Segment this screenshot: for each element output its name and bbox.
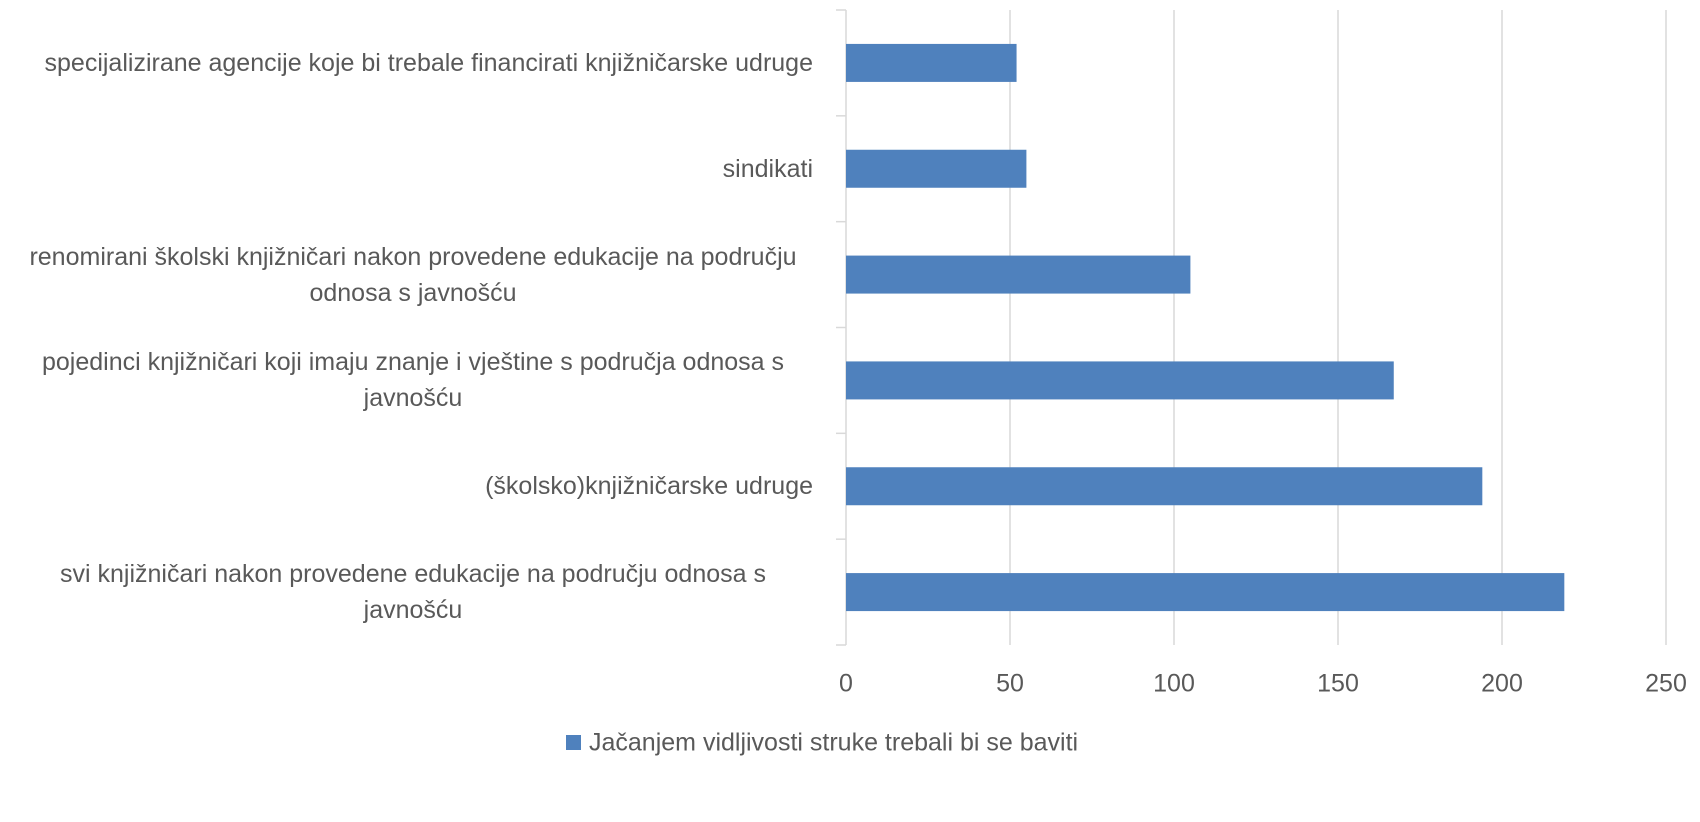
x-tick-label: 50 — [996, 670, 1024, 698]
bar — [846, 467, 1483, 506]
bar — [846, 149, 1027, 188]
legend-label: Jačanjem vidljivosti struke trebali bi s… — [589, 729, 1078, 757]
x-tick-label: 100 — [1153, 670, 1195, 698]
x-tick-label: 200 — [1481, 670, 1523, 698]
category-label: renomirani školski knjižničari nakon pro… — [29, 242, 797, 307]
category-label: specijalizirane agencije koje bi trebale… — [44, 48, 813, 77]
category-label: sindikati — [722, 154, 813, 183]
x-tick-label: 150 — [1317, 670, 1359, 698]
x-tick-label: 250 — [1645, 670, 1687, 698]
bar — [846, 43, 1017, 82]
category-label: (školsko)knjižničarske udruge — [485, 472, 813, 501]
bar — [846, 573, 1565, 612]
category-label: pojedinci knjižničari koji imaju znanje … — [41, 348, 785, 413]
category-label: svi knjižničari nakon provedene edukacij… — [60, 560, 766, 625]
bar — [846, 255, 1191, 294]
legend-swatch — [566, 735, 581, 750]
bar — [846, 361, 1394, 400]
x-tick-label: 0 — [839, 670, 853, 698]
